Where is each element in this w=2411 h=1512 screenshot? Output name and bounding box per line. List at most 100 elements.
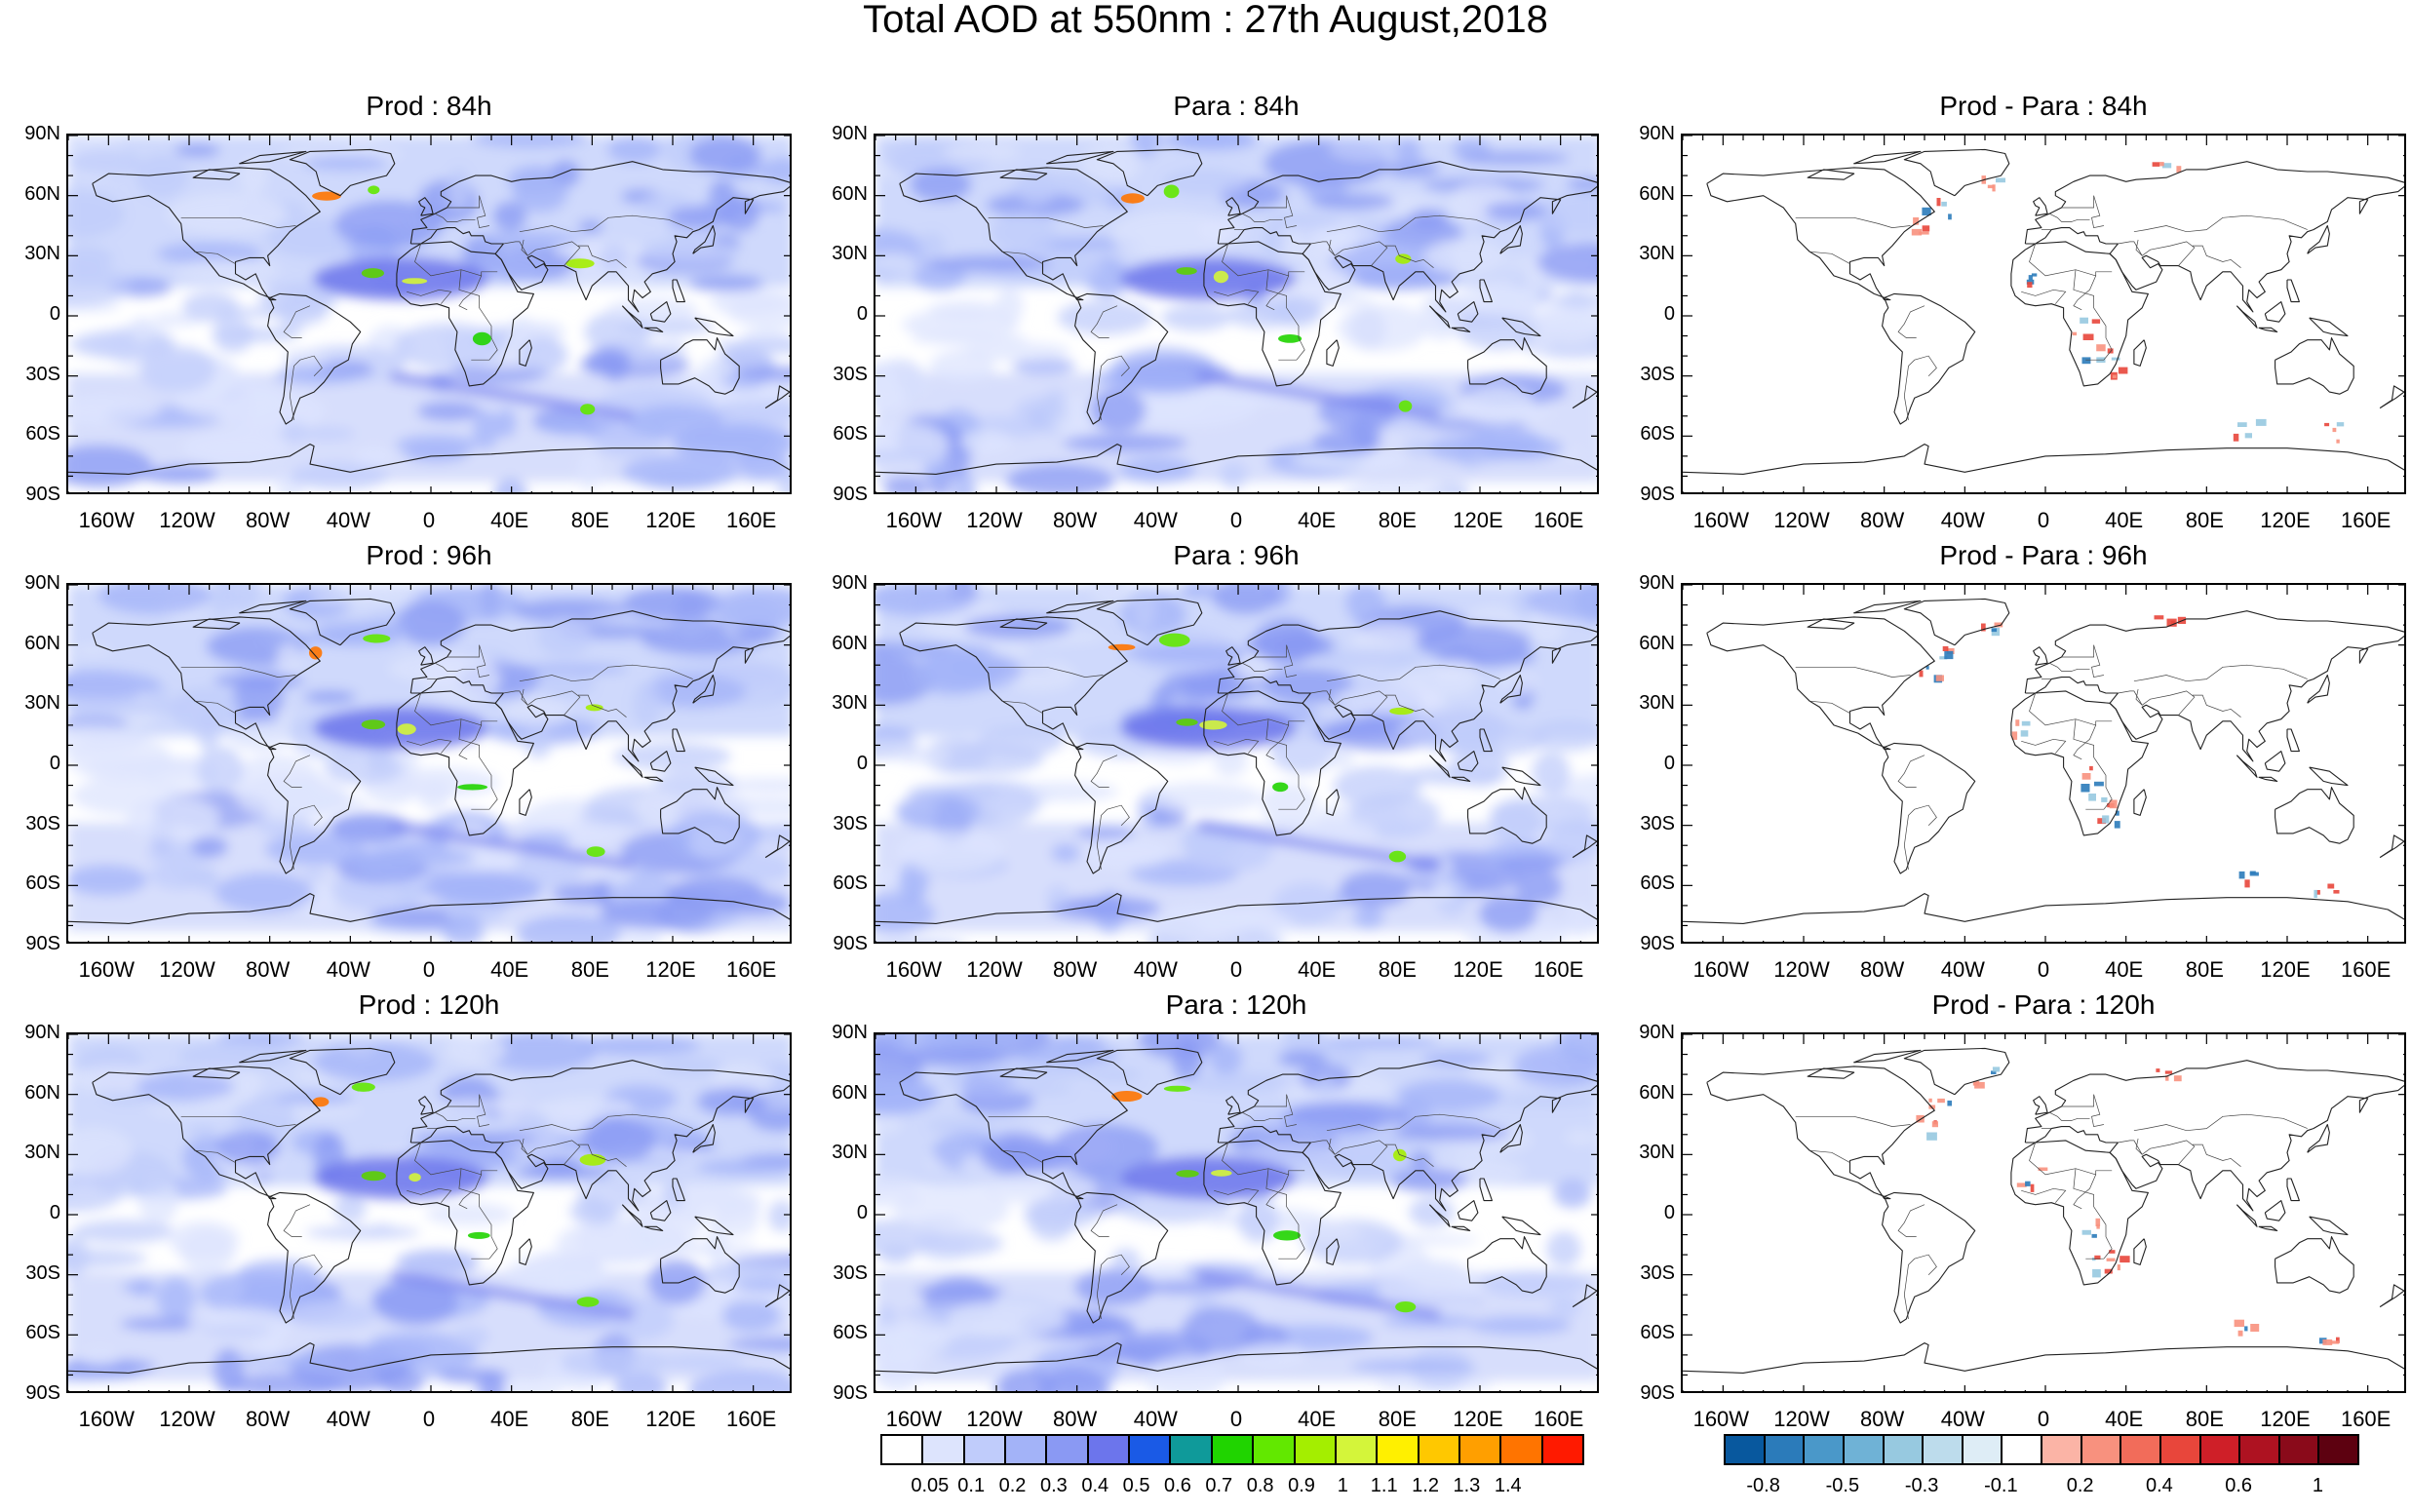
- latitude-label: 30N: [1639, 243, 1675, 265]
- map-panel: Para : 84h 90N 60N 30N 0 30S 60S 90S 160W 120W 80W…: [832, 91, 1599, 531]
- map-plot-area: [66, 1032, 792, 1393]
- panel-title: Para : 84h: [1173, 91, 1300, 121]
- colorbar-label: 0.4: [1081, 1475, 1109, 1496]
- longitude-label: 120E: [1453, 1407, 1503, 1431]
- colorbar-swatch: [1169, 1434, 1213, 1465]
- latitude-label: 30S: [833, 812, 868, 834]
- aod-hotspots: [1120, 184, 1413, 412]
- country-borders: [180, 644, 693, 870]
- longitude-label: 120E: [1453, 957, 1503, 982]
- coastlines: [875, 1047, 1597, 1374]
- latitude-label: 90N: [1639, 572, 1675, 594]
- colorbar-swatch: [1763, 1434, 1806, 1465]
- longitude-label: 40W: [326, 508, 370, 532]
- latitude-label: 60S: [833, 1322, 868, 1344]
- latitude-label: 60N: [24, 1081, 60, 1104]
- longitude-label: 40W: [1133, 1407, 1178, 1431]
- map-plot-area: [874, 583, 1599, 944]
- colorbar-swatch: [2158, 1434, 2201, 1465]
- longitude-label: 0: [1229, 508, 1243, 532]
- longitude-label: 40W: [1940, 508, 1985, 532]
- longitude-label: 160E: [2340, 1407, 2392, 1431]
- colorbar-label: 0.6: [2225, 1475, 2253, 1496]
- latitude-label: 30S: [833, 1261, 868, 1284]
- colorbar-label: -0.8: [1746, 1475, 1780, 1496]
- map-panel: Prod - Para : 96h 90N 60N 30N 0 30S 60S 90S 160W…: [1639, 540, 2406, 981]
- colorbar-label: 1.3: [1453, 1475, 1481, 1496]
- longitude-label: 120E: [2260, 957, 2311, 982]
- axis-ticks: [875, 136, 1597, 492]
- longitude-label: 40E: [1298, 1407, 1337, 1431]
- country-borders: [180, 195, 693, 420]
- country-borders: [1795, 644, 2308, 870]
- latitude-label: 90N: [24, 1022, 60, 1043]
- latitude-label: 0: [856, 303, 868, 325]
- colorbar-swatch: [1210, 1434, 1255, 1465]
- colorbar-swatch: [1842, 1434, 1885, 1465]
- latitude-label: 60S: [833, 872, 868, 895]
- longitude-label: 160E: [725, 508, 777, 532]
- longitude-label: 0: [422, 1407, 436, 1431]
- colorbar-label: 0.2: [998, 1475, 1027, 1496]
- map-plot-area: [66, 583, 792, 944]
- latitude-label: 30N: [24, 1142, 60, 1164]
- latitude-label: 90N: [24, 123, 60, 144]
- latitude-label: 60N: [832, 182, 868, 205]
- latitude-label: 90S: [833, 1382, 868, 1404]
- longitude-label: 120E: [645, 508, 696, 532]
- longitude-label: 80E: [570, 1407, 609, 1431]
- colorbar-swatch: [2001, 1434, 2042, 1465]
- colorbar-label: 0.9: [1288, 1475, 1315, 1496]
- coastlines: [68, 148, 790, 475]
- colorbar-swatch: [1922, 1434, 1964, 1465]
- country-borders: [1795, 1094, 2308, 1319]
- latitude-label: 90N: [24, 572, 60, 594]
- axis-ticks: [68, 136, 790, 492]
- longitude-label: 80E: [2185, 1407, 2224, 1431]
- latitude-label: 60N: [832, 1081, 868, 1104]
- longitude-label: 80E: [2185, 957, 2224, 982]
- latitude-label: 60S: [1640, 1322, 1675, 1344]
- map-plot-area: [1681, 583, 2406, 944]
- latitude-label: 30N: [1639, 1142, 1675, 1164]
- latitude-label: 90S: [25, 484, 60, 505]
- longitude-label: 80W: [246, 508, 291, 532]
- longitude-label: 160W: [1692, 508, 1750, 532]
- latitude-label: 0: [49, 1202, 60, 1223]
- latitude-label: 90N: [832, 1022, 868, 1043]
- longitude-label: 80E: [1378, 957, 1417, 982]
- colorbar-label: 0.05: [911, 1475, 950, 1496]
- longitude-label: 160W: [885, 1407, 943, 1431]
- longitude-label: 160W: [78, 957, 136, 982]
- colorbar-swatch: [1086, 1434, 1131, 1465]
- latitude-label: 0: [856, 753, 868, 774]
- longitude-label: 0: [2037, 508, 2050, 532]
- latitude-label: 90S: [25, 1382, 60, 1404]
- coastlines: [68, 598, 790, 924]
- latitude-label: 60S: [1640, 872, 1675, 895]
- colorbar-swatch: [2080, 1434, 2122, 1465]
- latitude-label: 90N: [1639, 123, 1675, 144]
- latitude-label: 0: [1663, 1202, 1675, 1223]
- axis-ticks: [875, 1034, 1597, 1391]
- longitude-label: 40E: [1298, 957, 1337, 982]
- colorbar-label: 0.3: [1039, 1475, 1068, 1496]
- colorbar-swatch: [1128, 1434, 1172, 1465]
- colorbar-label: 0.1: [957, 1475, 986, 1496]
- aod-field: [875, 1034, 1597, 1391]
- aod-hotspots: [1111, 1085, 1417, 1313]
- coastlines: [875, 148, 1597, 475]
- longitude-label: 120E: [2260, 1407, 2311, 1431]
- longitude-label: 120W: [159, 957, 215, 982]
- longitude-label: 120E: [645, 1407, 696, 1431]
- latitude-label: 60S: [25, 423, 60, 446]
- colorbar-swatch: [921, 1434, 965, 1465]
- longitude-label: 40W: [1133, 957, 1178, 982]
- colorbar-label: 0.5: [1122, 1475, 1150, 1496]
- longitude-label: 80W: [1053, 1407, 1098, 1431]
- colorbar-label: 1.4: [1494, 1475, 1522, 1496]
- axis-ticks: [68, 585, 790, 942]
- longitude-label: 80W: [1053, 957, 1098, 982]
- colorbar-swatch: [1334, 1434, 1379, 1465]
- country-borders: [988, 195, 1500, 420]
